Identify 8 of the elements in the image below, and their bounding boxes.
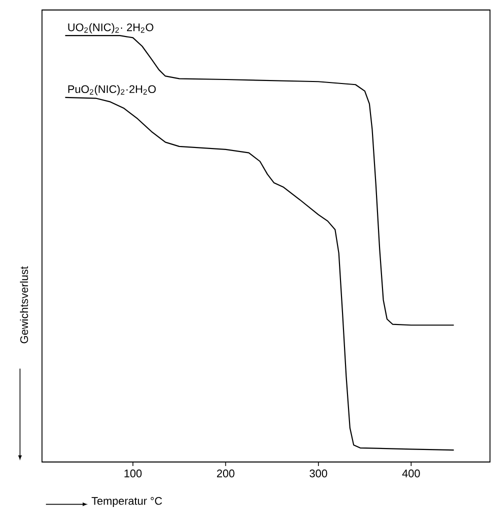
x-tick-label: 200 bbox=[217, 470, 234, 478]
series-label: PuO$_{2}$(NIC)$_{2}$·2H$_{2}$O bbox=[68, 84, 156, 96]
series-label: UO$_{2}$(NIC)$_{2}$· 2H$_{2}$O bbox=[68, 23, 154, 34]
x-tick-label: 100 bbox=[124, 470, 142, 478]
y-axis-title: Gewichtsverlust bbox=[20, 266, 28, 344]
x-tick-label: 300 bbox=[310, 470, 328, 478]
x-tick-label: 400 bbox=[402, 470, 420, 478]
x-axis-title: Temperatur °C bbox=[92, 497, 162, 507]
